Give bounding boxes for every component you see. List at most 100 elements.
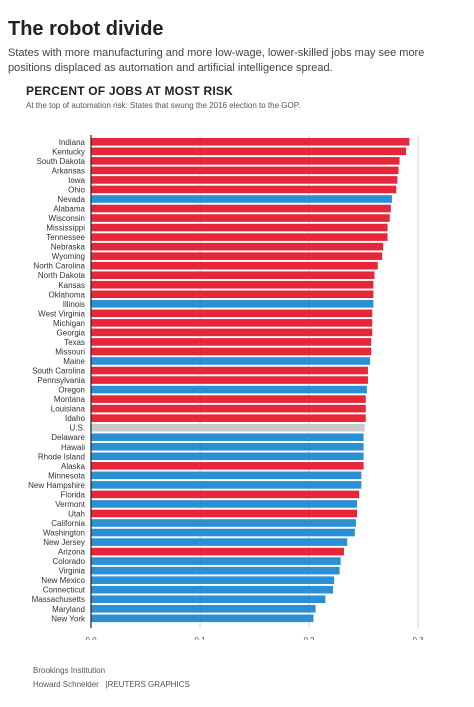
bar [91, 481, 362, 489]
bar [91, 423, 365, 432]
bar [91, 185, 397, 194]
category-label: Oregon [58, 386, 85, 395]
bar [91, 414, 366, 422]
bar [91, 462, 364, 470]
bar [91, 242, 384, 251]
bar [91, 357, 371, 365]
bar [91, 280, 374, 289]
x-tick-label: 0.2 [304, 636, 316, 640]
bars [91, 138, 410, 623]
bar [91, 319, 373, 327]
category-label: Nebraska [51, 243, 86, 252]
category-label: Alabama [53, 205, 85, 214]
category-label: Maine [63, 357, 85, 366]
category-label: Illinois [63, 300, 85, 309]
bar [91, 252, 383, 260]
bar [91, 147, 407, 156]
bar [91, 338, 372, 346]
chart-title: PERCENT OF JOBS AT MOST RISK [26, 84, 233, 98]
bar [91, 233, 388, 241]
category-label: New Hampshire [28, 481, 85, 490]
bar [91, 585, 334, 594]
category-label: Delaware [51, 433, 85, 442]
credit-line: Howard Schneider |REUTERS GRAPHICS [33, 680, 190, 689]
category-label: Utah [68, 509, 85, 518]
category-label: Kentucky [52, 147, 85, 156]
bar [91, 376, 368, 384]
category-label: Washington [43, 529, 85, 538]
category-label: Connecticut [43, 586, 86, 595]
bar [91, 347, 372, 356]
bar [91, 195, 392, 203]
category-label: Arizona [58, 548, 86, 557]
bar [91, 595, 326, 604]
category-label: Texas [64, 338, 85, 347]
category-label: Wyoming [52, 252, 85, 261]
bar [91, 547, 344, 556]
category-label: Hawaii [61, 443, 85, 452]
category-label: Massachusetts [32, 595, 85, 604]
bar [91, 204, 391, 213]
bar [91, 366, 368, 375]
source-text: Brookings Institution [33, 666, 106, 675]
category-label: Minnesota [48, 471, 85, 480]
bar [91, 404, 366, 413]
bar [91, 176, 398, 184]
category-label: Kansas [58, 281, 85, 290]
category-label: Rhode Island [38, 452, 85, 461]
category-label: Wisconsin [49, 214, 85, 223]
bar [91, 290, 374, 299]
category-label: Florida [61, 490, 86, 499]
x-tick-label: 0.0 [85, 636, 97, 640]
category-label: Pennsylvania [37, 376, 85, 385]
bar [91, 157, 400, 165]
bar [91, 385, 367, 394]
author-name: Howard Schneider [33, 680, 99, 689]
category-label: Colorado [53, 557, 86, 566]
bar [91, 214, 390, 222]
category-label: Iowa [68, 176, 85, 185]
category-label: New Mexico [41, 576, 85, 585]
category-label: California [51, 519, 85, 528]
category-label: Virginia [58, 567, 85, 576]
x-tick-label: 0.3 [413, 636, 425, 640]
category-label: Alaska [61, 462, 86, 471]
category-label: South Carolina [32, 367, 85, 376]
bar [91, 442, 364, 451]
bar [91, 166, 399, 175]
category-label: Tennessee [46, 233, 85, 242]
category-label: U.S. [69, 424, 85, 433]
category-label: Georgia [57, 328, 86, 337]
category-label: Missouri [55, 347, 85, 356]
bar [91, 395, 366, 403]
category-label: West Virginia [38, 309, 85, 318]
bar [91, 566, 340, 575]
bar [91, 452, 364, 461]
bar [91, 471, 362, 480]
category-label: Vermont [55, 500, 86, 509]
bar [91, 614, 314, 623]
category-label: Oklahoma [49, 290, 86, 299]
bar [91, 538, 348, 546]
category-label: New York [51, 614, 86, 623]
credit-separator: | [105, 680, 108, 689]
bar [91, 433, 364, 442]
category-label: Ohio [68, 185, 85, 194]
category-label: Michigan [53, 319, 85, 328]
category-label: South Dakota [37, 157, 86, 166]
category-label: Idaho [65, 414, 86, 423]
bar [91, 309, 373, 318]
org-name: REUTERS GRAPHICS [107, 680, 190, 689]
bar [91, 604, 316, 613]
category-label: Maryland [52, 605, 85, 614]
category-label: North Dakota [38, 271, 86, 280]
bar [91, 261, 378, 270]
bar [91, 138, 410, 146]
category-label: Arkansas [52, 166, 85, 175]
category-label: Indiana [59, 138, 86, 147]
bar [91, 490, 360, 499]
category-label: North Carolina [33, 262, 85, 271]
x-axis-ticks: 0.0 0.1 0.2 0.3 [85, 636, 424, 640]
